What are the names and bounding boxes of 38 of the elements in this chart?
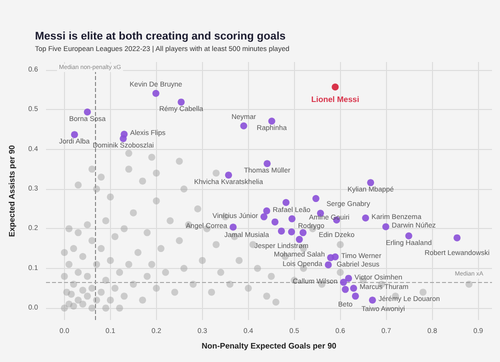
point [71, 131, 78, 138]
point [178, 98, 185, 106]
point [240, 122, 248, 130]
point [382, 223, 390, 230]
point [352, 292, 359, 300]
point [152, 90, 160, 97]
point [324, 261, 332, 268]
point [84, 108, 91, 116]
point [405, 232, 412, 240]
point [225, 172, 232, 179]
point [271, 218, 278, 226]
point [312, 195, 320, 202]
point [327, 254, 334, 262]
point [120, 135, 127, 142]
point [300, 229, 307, 236]
point [342, 286, 349, 293]
point [368, 296, 376, 304]
point [454, 234, 461, 242]
chart-title: Messi is elite at both creating and scoring goals [35, 30, 286, 42]
point [332, 84, 339, 91]
point [350, 284, 358, 292]
point [278, 228, 285, 235]
point [340, 278, 347, 286]
y-axis-title: Expected Assists per 90 [8, 144, 16, 237]
point [362, 214, 370, 222]
x-axis-title: Non-Penalty Expected Goals per 90 [202, 342, 337, 350]
series-label: Lionel Messi [311, 95, 360, 104]
point [260, 213, 268, 220]
point [263, 207, 270, 214]
point [268, 118, 276, 125]
point [264, 160, 271, 168]
point [230, 224, 237, 231]
point [345, 274, 352, 282]
point [296, 236, 303, 243]
point [367, 179, 374, 186]
point [288, 215, 296, 222]
point [288, 228, 296, 236]
point [282, 199, 290, 206]
